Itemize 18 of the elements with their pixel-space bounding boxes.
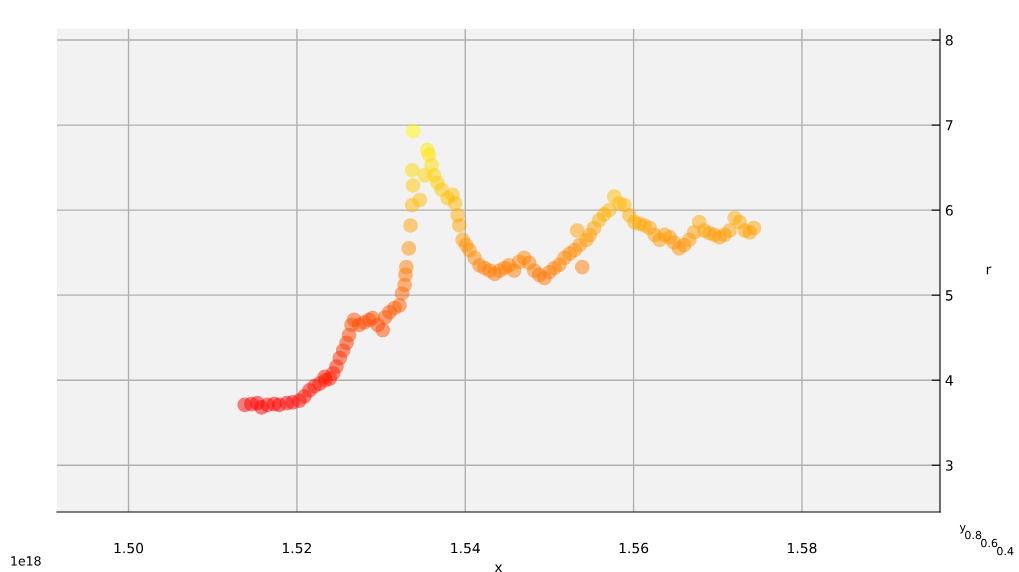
x-tick-label: 1.54 [451,542,480,554]
text: 0.4 [997,546,1014,556]
y-tick-label: 3 [945,460,953,471]
x-axis-title: x [494,564,503,572]
x-tick-label: 1.58 [788,542,817,554]
y-tick-label: 6 [945,205,953,216]
y-tick-label: 4 [945,375,953,386]
text: 1e18 [11,556,41,566]
text: 0.8 [965,530,982,540]
y-tick-label: 8 [945,35,953,46]
x-tick-label: 1.50 [114,542,144,554]
x-tick-label: 1.56 [619,542,649,554]
x-tick-label: 1.52 [282,542,311,554]
text: 0.6 [981,538,998,548]
y-tick-label: 7 [946,120,953,131]
y-tick-label: 5 [945,290,953,301]
text: y [959,524,966,534]
y-axis-title: r [986,266,992,275]
